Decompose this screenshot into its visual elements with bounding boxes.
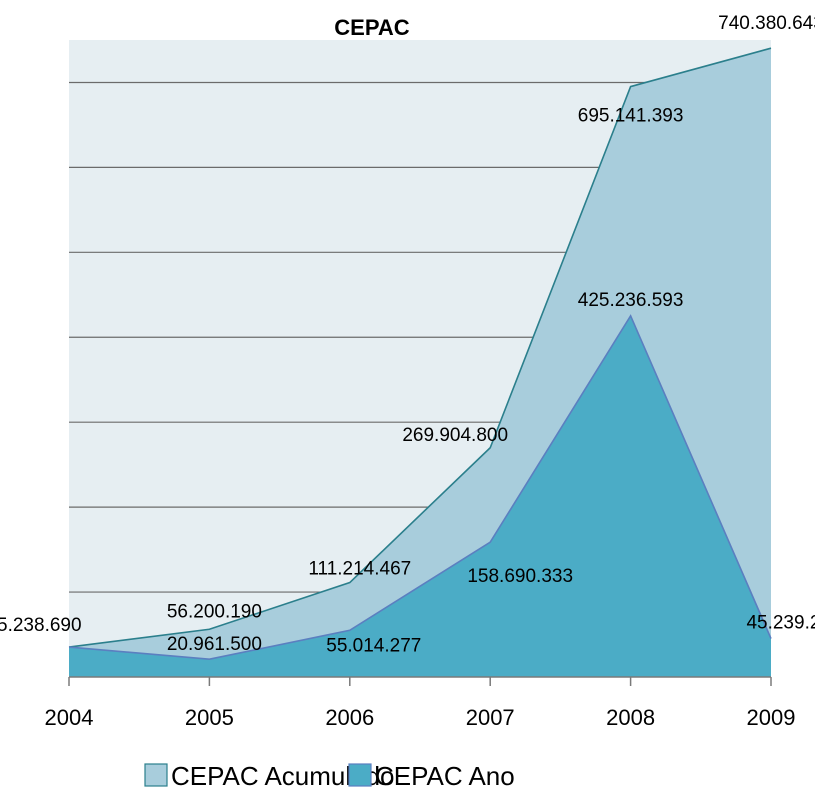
x-tick-label: 2009 — [747, 705, 796, 730]
data-label: 56.200.190 — [167, 601, 262, 622]
chart-title: CEPAC — [334, 15, 409, 40]
legend-label: CEPAC Ano — [375, 761, 515, 791]
x-axis: 2004 2005 2006 2007 2008 2009 — [45, 676, 796, 730]
data-label: 269.904.800 — [402, 425, 508, 446]
x-tick-label: 2007 — [466, 705, 515, 730]
data-label: 55.014.277 — [326, 635, 421, 656]
data-label: 695.141.393 — [578, 106, 684, 127]
data-label: 158.690.333 — [467, 566, 573, 587]
x-tick-label: 2008 — [606, 705, 655, 730]
x-tick-label: 2004 — [45, 705, 94, 730]
legend-swatch — [348, 763, 372, 787]
data-label: 20.961.500 — [167, 634, 262, 655]
data-label: 111.214.467 — [308, 559, 411, 580]
data-label: 35.238.690 — [0, 615, 82, 636]
data-labels: 35.238.690 56.200.190 111.214.467 269.904.8… — [0, 13, 815, 656]
legend-swatch — [144, 763, 168, 787]
data-label: 425.236.593 — [578, 290, 684, 311]
series-area-2 — [69, 315, 771, 677]
x-tick-label: 2005 — [185, 705, 234, 730]
x-tick-label: 2006 — [325, 705, 374, 730]
series-line-1 — [68, 47, 772, 648]
data-label: 740.380.643 — [718, 13, 815, 34]
series-line-2 — [68, 314, 772, 661]
data-label: 45.239.250 — [746, 613, 815, 634]
series-areas — [68, 47, 772, 677]
